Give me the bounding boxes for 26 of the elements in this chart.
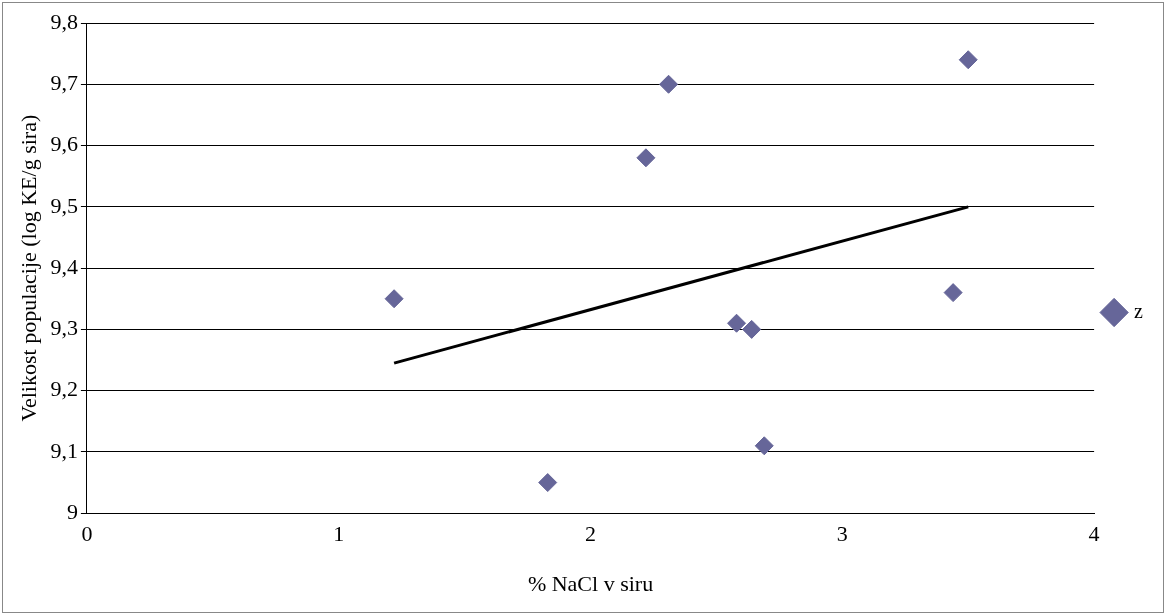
point [636, 148, 656, 168]
y-tick-label: 9,1 [50, 437, 78, 463]
x-tick-label: 1 [333, 521, 345, 547]
y-tick-label: 9 [66, 498, 78, 524]
y-tick-label: 9,5 [50, 192, 78, 218]
y-tick-label: 9,8 [50, 8, 78, 34]
point [727, 313, 747, 333]
x-axis-title: % NaCl v siru [527, 570, 654, 596]
y-tick-label: 9,6 [50, 131, 78, 157]
y-tick-label: 9,7 [50, 70, 78, 96]
x-tick-label: 4 [1088, 521, 1100, 547]
y-tick-label: 9,4 [50, 253, 78, 279]
point [659, 74, 679, 94]
y-tick-label: 9,3 [50, 315, 78, 341]
point [754, 436, 774, 456]
x-tick-label: 2 [585, 521, 597, 547]
x-tick-label: 3 [836, 521, 848, 547]
legend-label: z [1134, 299, 1144, 322]
point [538, 473, 558, 493]
x-tick-label: 0 [81, 521, 93, 547]
point [958, 50, 978, 70]
y-tick-label: 9,2 [50, 376, 78, 402]
point [742, 319, 762, 339]
y-axis-title: Velikost populacije (log KE/g sira) [15, 114, 41, 422]
point [943, 283, 963, 303]
point [384, 289, 404, 309]
